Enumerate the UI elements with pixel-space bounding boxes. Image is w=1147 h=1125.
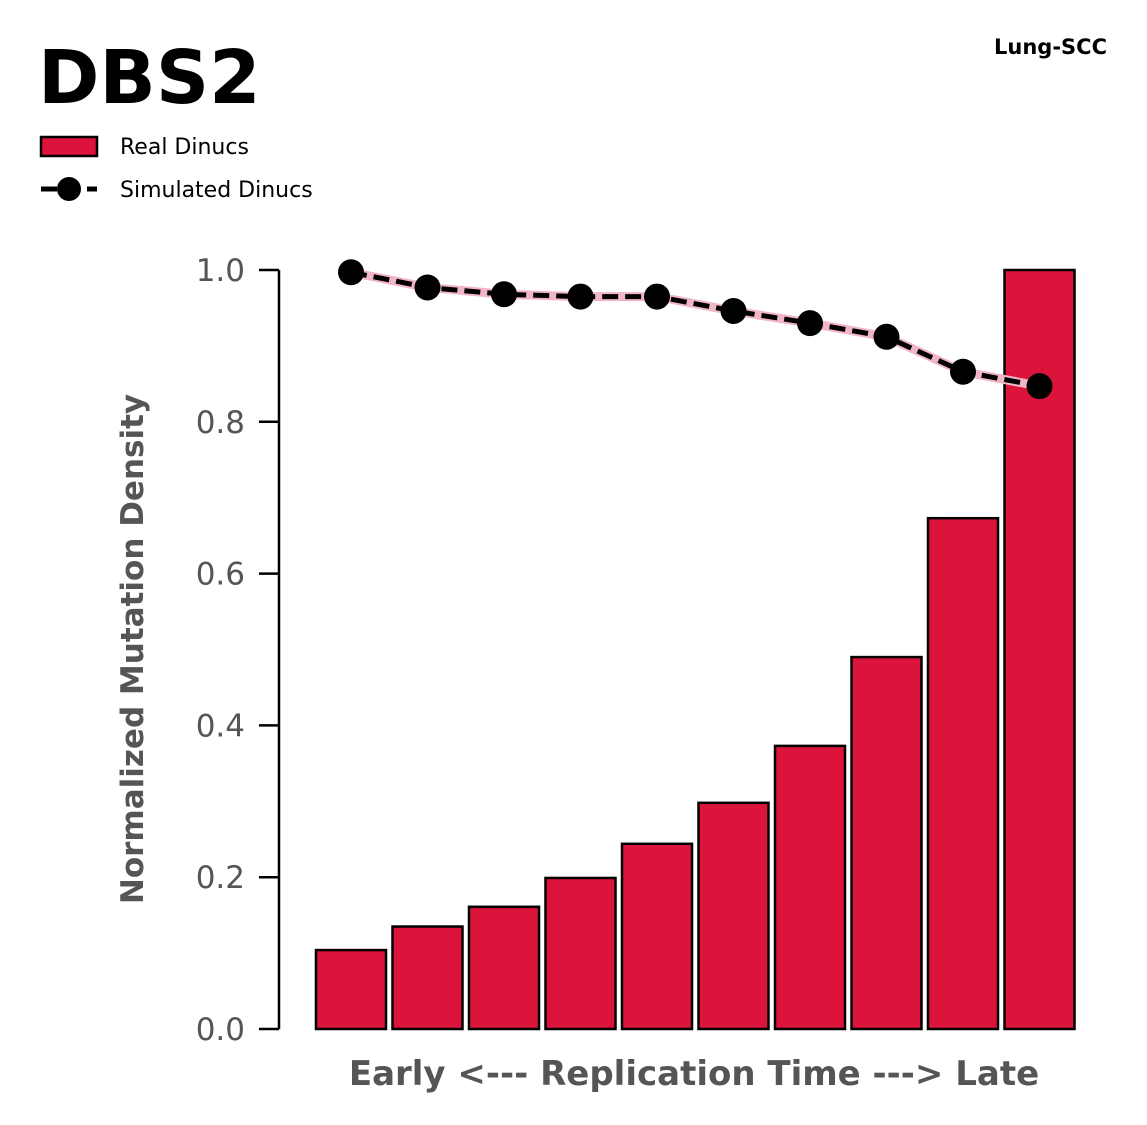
bar-real-dinucs xyxy=(544,876,617,1031)
bar-real-dinucs xyxy=(467,905,541,1031)
bar-real-dinucs xyxy=(697,801,770,1031)
x-axis-label: Early <--- Replication Time ---> Late xyxy=(349,1054,1039,1094)
y-tick-label: 0.0 xyxy=(196,1012,245,1048)
y-axis-label: Normalized Mutation Density xyxy=(115,394,151,904)
simulated-point xyxy=(491,281,517,308)
y-tick-label: 0.6 xyxy=(196,557,245,593)
bar-real-dinucs xyxy=(391,925,464,1031)
chart-title: DBS2 xyxy=(38,35,261,121)
legend-marker-simulated xyxy=(57,177,81,201)
chart-subtitle: Lung-SCC xyxy=(994,35,1107,59)
simulated-point xyxy=(720,297,747,324)
y-tick-label: 0.8 xyxy=(196,405,245,441)
legend-swatch-real xyxy=(39,135,99,158)
simulated-point xyxy=(797,310,823,337)
bars xyxy=(314,268,1076,1031)
simulated-point xyxy=(873,323,900,350)
legend: Real Dinucs Simulated Dinucs xyxy=(39,135,313,203)
simulated-line xyxy=(338,259,1053,400)
bar-real-dinucs xyxy=(773,744,847,1031)
legend-label-real: Real Dinucs xyxy=(120,135,249,160)
bar-real-dinucs xyxy=(620,842,694,1031)
simulated-point xyxy=(644,283,670,310)
simulated-line-path xyxy=(350,269,1040,389)
y-tick-label: 0.2 xyxy=(196,860,245,896)
simulated-point xyxy=(950,358,976,385)
simulated-point xyxy=(567,283,594,310)
bar-real-dinucs xyxy=(850,655,923,1031)
simulated-point xyxy=(1026,373,1053,400)
bar-real-dinucs xyxy=(314,948,388,1031)
y-tick-label: 1.0 xyxy=(196,253,245,289)
legend-label-simulated: Simulated Dinucs xyxy=(120,178,313,203)
y-ticks: 0.0 0.2 0.4 0.6 0.8 1.0 xyxy=(196,253,279,1048)
bar-real-dinucs xyxy=(926,516,1000,1031)
y-tick-label: 0.4 xyxy=(196,708,245,744)
simulated-point xyxy=(338,259,364,286)
simulated-point xyxy=(414,274,441,301)
